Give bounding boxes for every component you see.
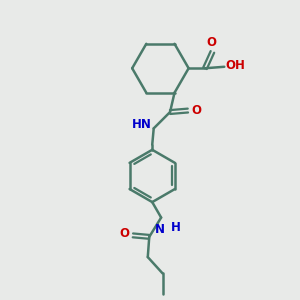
Text: N: N <box>155 223 165 236</box>
Text: HN: HN <box>131 118 151 131</box>
Text: H: H <box>171 221 181 234</box>
Text: OH: OH <box>225 59 245 72</box>
Text: O: O <box>119 227 129 240</box>
Text: O: O <box>206 36 217 49</box>
Text: O: O <box>191 104 202 117</box>
